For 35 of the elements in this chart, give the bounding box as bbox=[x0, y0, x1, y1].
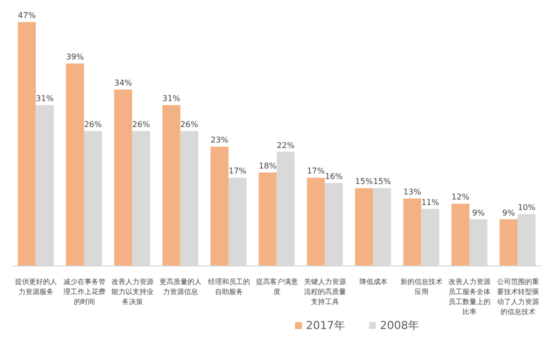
data-label: 16% bbox=[324, 172, 344, 181]
bar bbox=[18, 22, 36, 266]
data-label: 10% bbox=[518, 203, 536, 212]
data-label: 26% bbox=[84, 120, 102, 130]
data-label: 26% bbox=[180, 120, 199, 130]
data-label: 34% bbox=[114, 78, 132, 88]
legend-label: 2017年 bbox=[305, 318, 345, 333]
data-label: 17% bbox=[228, 166, 247, 176]
bar bbox=[451, 204, 470, 266]
bar bbox=[162, 105, 180, 266]
data-label: 15% bbox=[373, 177, 392, 186]
bar bbox=[66, 64, 84, 266]
bar bbox=[114, 89, 132, 266]
data-label: 12% bbox=[452, 192, 470, 202]
data-label: 26% bbox=[132, 120, 150, 130]
data-label: 11% bbox=[421, 198, 440, 207]
data-label: 9% bbox=[472, 208, 486, 218]
bar bbox=[210, 146, 229, 266]
legend-label: 2008年 bbox=[379, 318, 419, 333]
data-label: 31% bbox=[162, 94, 181, 104]
data-label: 47% bbox=[18, 11, 36, 20]
data-label: 9% bbox=[502, 208, 516, 218]
data-label: 22% bbox=[276, 140, 295, 150]
data-label: 23% bbox=[210, 136, 229, 145]
data-label: 17% bbox=[306, 166, 326, 176]
bar bbox=[403, 198, 422, 266]
data-label: 15% bbox=[355, 177, 374, 186]
data-label: 31% bbox=[36, 94, 54, 104]
data-label: 39% bbox=[66, 52, 84, 62]
data-label: 13% bbox=[403, 188, 422, 197]
bar bbox=[355, 188, 374, 266]
bar bbox=[500, 219, 518, 266]
bar bbox=[258, 172, 277, 266]
data-label: 18% bbox=[258, 162, 277, 171]
bar bbox=[306, 178, 325, 266]
